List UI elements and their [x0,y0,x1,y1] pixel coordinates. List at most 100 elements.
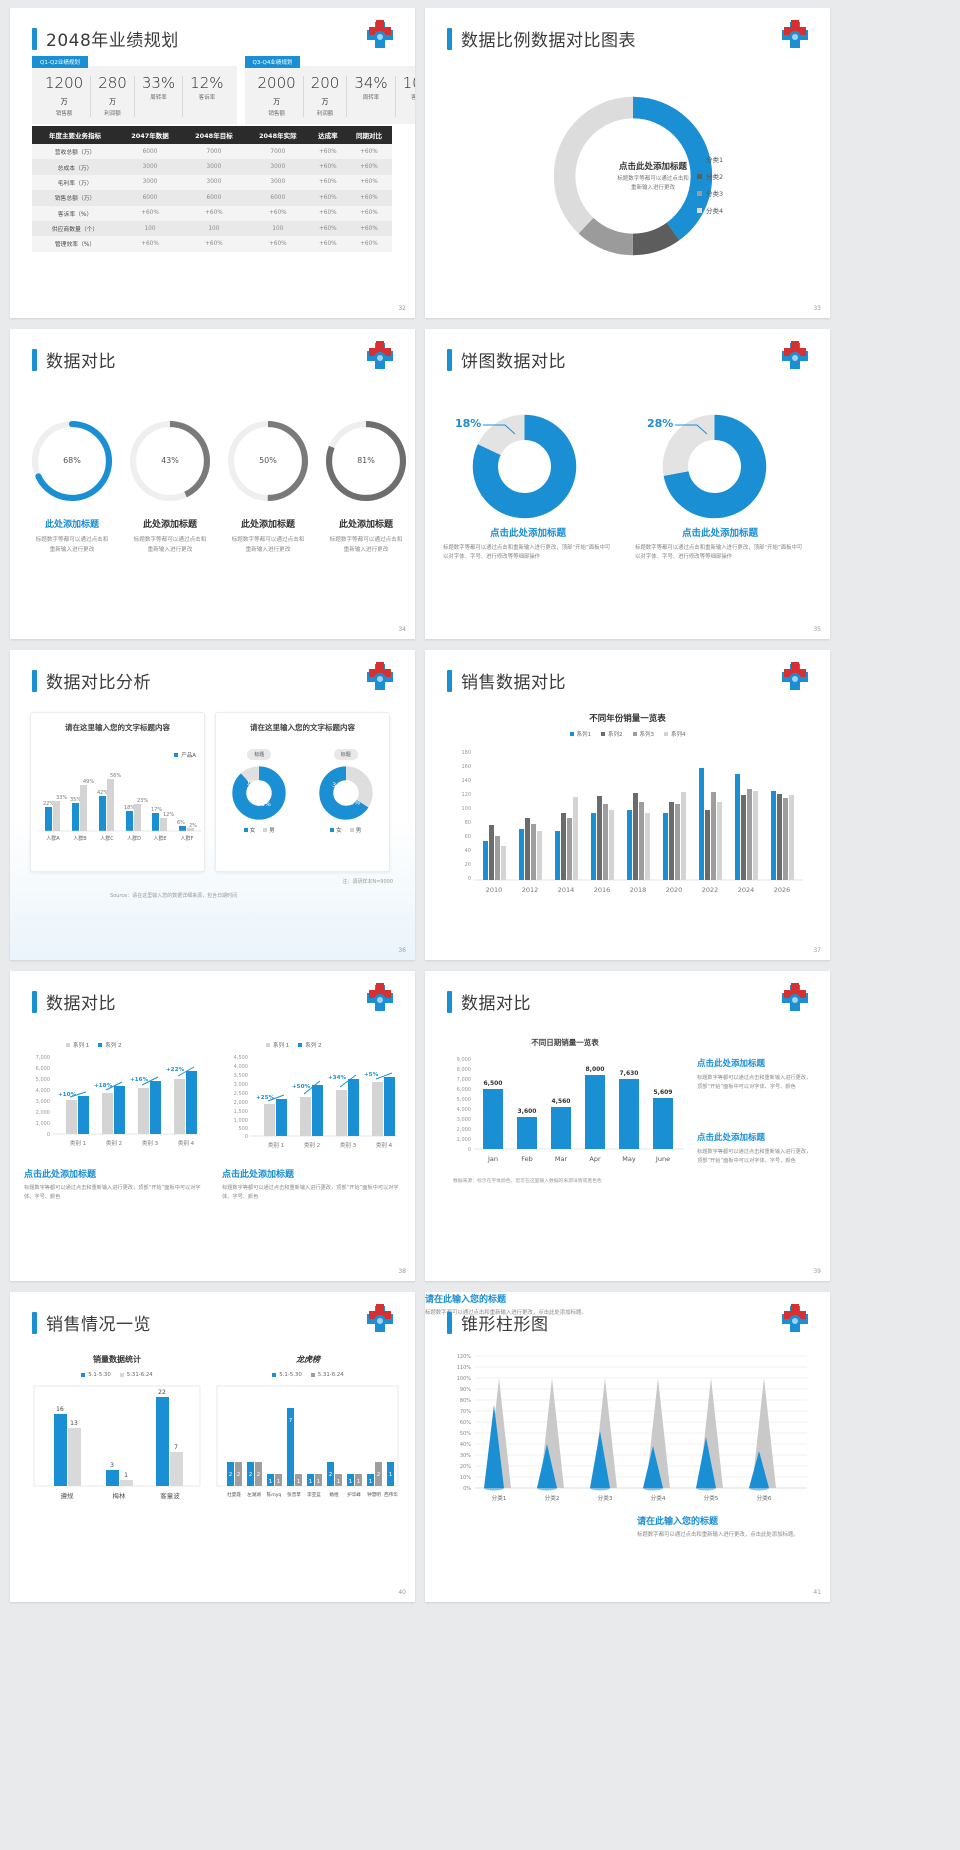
legend-label: 分类2 [706,173,724,181]
legend-item[interactable]: 系列 2 [298,1041,322,1049]
chart-footnote: 数据来源：标示在字体颜色，您可在这里输入数据的来源详情或者色色 [453,1179,602,1184]
page-title: 数据对比 [32,989,116,1014]
cell: +60% [345,190,392,206]
table-row: 供应商数量（个） 100 100 100 +60% +60% [32,220,392,237]
bar-value-label: 6,500 [484,1080,503,1087]
donut-chart-left [472,414,577,519]
pie-label-right: 28% [647,417,674,430]
x-tick: 人群C [100,835,114,842]
cell: +60% [118,205,182,221]
donut-chart-right [662,414,767,519]
kpi-label: 客诉率 [198,94,216,101]
legend-item[interactable]: 分类4 [697,205,723,215]
donut-slice-label: 12% [246,778,260,786]
legend-label: 系列3 [639,732,655,738]
grouped-bar-chart: 22% 33% 35% 49% 42% 56% 18% 23% 17% 12% … [39,773,201,842]
legend-item[interactable]: 女 [330,826,342,834]
slide-number: 36 [398,947,406,954]
svg-text:100%: 100% [457,1376,472,1382]
legend-item[interactable]: 系列 1 [266,1041,289,1049]
page-title-text: 销售数据对比 [461,673,566,693]
legend-item[interactable]: 系列2 [601,730,623,738]
gauge-card[interactable]: 50% 此处添加标题 标题数字等都可以通过点击和重新输入进行更改 [224,417,312,556]
svg-text:2,000: 2,000 [36,1110,50,1116]
bar-chart-left: 7,000 6,000 5,000 4,000 3,000 2,000 1,000 0 类… [36,1055,200,1147]
legend-item[interactable]: 系列4 [664,730,686,738]
donut-panel[interactable]: 请在这里输入您的文字标题内容 标题 12% 88% 标题 34% 66% [215,712,390,872]
cell: 毛利率（万） [32,174,119,191]
legend-item[interactable]: 男 [263,826,275,834]
growth-label: +18% [94,1083,113,1089]
gauge-desc: 标题数字等都可以通过点击和重新输入进行更改 [231,537,305,553]
slide-thumbnail-32[interactable]: 2048年业绩规划 Q1-Q2业绩规划 1200 万 销售额 280 万 利润额 3… [10,8,415,318]
title-accent-bar [447,990,452,1013]
kpi-label: 销售额 [55,110,73,117]
legend-item[interactable]: 女 [243,826,255,834]
legend-item[interactable]: 系列3 [632,730,655,738]
cell: 7000 [181,144,246,160]
donut-badge: 标题 [333,749,358,760]
legend-label: 分类4 [706,207,724,215]
legend-label: 5.1-5.30 [279,1372,302,1378]
kpi-unit: 万 [273,97,281,106]
page-title: 数据比例数据对比图表 [447,26,636,51]
legend-item[interactable]: 5.1-5.30 [81,1372,111,1378]
x-tick: Apr [589,1155,601,1163]
gauge-unit: % [367,456,375,465]
cell: 供应商数量（个） [32,220,119,237]
slide-thumbnail-33[interactable]: 数据比例数据对比图表 点击此处添加标题 标题数字等都可以通过点击和 重新输入进行更… [425,8,830,318]
gauge-card[interactable]: 43% 此处添加标题 标题数字等都可以通过点击和重新输入进行更改 [126,417,214,556]
cell: +60% [118,236,182,252]
donut-chart: 12% 88% [232,766,286,820]
slide-thumbnail-38[interactable]: 数据对比 系列 1 系列 2 7,000 6,000 5,000 4,000 3,00… [10,971,415,1281]
gauge-value: 43 [161,456,172,465]
kpi-group-tag: Q3-Q4业绩规划 [244,56,301,68]
slide-thumbnail-39[interactable]: 数据对比 不同日期销量一览表 9,000 8,000 7,000 6,000 5,00… [425,971,830,1281]
bar-value-label: 2% [189,823,197,829]
slide-thumbnail-36[interactable]: 数据对比分析 请在这里输入您的文字标题内容 22% 33% 35% 49% 42… [10,650,415,960]
svg-text:1,000: 1,000 [234,1118,248,1124]
x-tick: 人群F [181,835,194,842]
svg-text:2: 2 [229,1472,233,1478]
svg-text:2,500: 2,500 [234,1091,248,1097]
bar-value-label: 13 [70,1420,78,1427]
y-tick: 20 [465,862,471,868]
svg-text:1: 1 [269,1479,273,1485]
legend-item[interactable]: 5.31-6.24 [119,1372,153,1378]
slide-thumbnail-34[interactable]: 数据对比 68% 此处添加标题 标题数字等都可以通过点击和重新输入进行更改 43… [10,329,415,639]
chart-legend-left: 5.1-5.30 5.31-6.24 [32,1372,202,1378]
slide-number: 32 [398,305,406,312]
donut-center-line1: 标题数字等都可以通过点击和 [617,176,689,182]
legend-label: 5.1-5.30 [88,1372,111,1378]
caption-right: 点击此处添加标题 标题数字等都可以通过点击和重新输入进行更改，顶部“开始”面板中… [222,1167,402,1202]
cell: +60% [345,236,392,252]
page-title: 数据对比 [447,989,531,1014]
caption-desc: 标题数字都可以通过点击和重新输入进行更改，点击此处添加标题。 [637,1532,799,1538]
bar-chart-panel[interactable]: 请在这里输入您的文字标题内容 22% 33% 35% 49% 42% 56% 1… [30,712,205,872]
legend-item[interactable]: 男 [349,826,361,834]
legend-item[interactable]: 系列 1 [66,1041,89,1049]
svg-text:500: 500 [238,1126,248,1132]
gauge-value: 68 [63,456,74,465]
bar-value-label: 22 [158,1389,166,1396]
cell: 100 [118,220,182,237]
legend-item[interactable]: 分类1 [697,154,723,164]
legend-item[interactable]: 产品A [174,751,196,759]
slide-thumbnail-41[interactable]: 锥形柱形图 120% 110% 100% 90% 80% 70% 60% 50% 40% 3… [425,1292,830,1602]
chart-legend: 系列1 系列2 系列3 系列4 [425,730,830,738]
y-tick: 120 [461,792,471,798]
legend-item[interactable]: 分类2 [697,171,723,181]
legend-item[interactable]: 系列1 [569,730,591,738]
donut-slice-label: 66% [346,799,360,807]
slide-thumbnail-35[interactable]: 饼图数据对比 18% 点击此处添加标题 标题数字等都可以通过点击和重新输入进行更… [425,329,830,639]
chart-title-right: 龙虎榜 [296,1355,320,1364]
slide-thumbnail-37[interactable]: 销售数据对比 不同年份销量一览表 系列1 系列2 系列3 系列4 180 160 … [425,650,830,960]
gauge-card[interactable]: 68% 此处添加标题 标题数字等都可以通过点击和重新输入进行更改 [28,417,116,556]
kpi-groups: Q1-Q2业绩规划 1200 万 销售额 280 万 利润额 33% 周转率 12%… [32,56,415,124]
legend-item[interactable]: 5.1-5.30 [272,1372,302,1378]
gauge-card[interactable]: 81% 此处添加标题 标题数字等都可以通过点击和重新输入进行更改 [322,417,410,556]
legend-item[interactable]: 系列 2 [98,1041,122,1049]
legend-item[interactable]: 分类3 [697,188,723,198]
legend-item[interactable]: 5.31-6.24 [310,1372,344,1378]
